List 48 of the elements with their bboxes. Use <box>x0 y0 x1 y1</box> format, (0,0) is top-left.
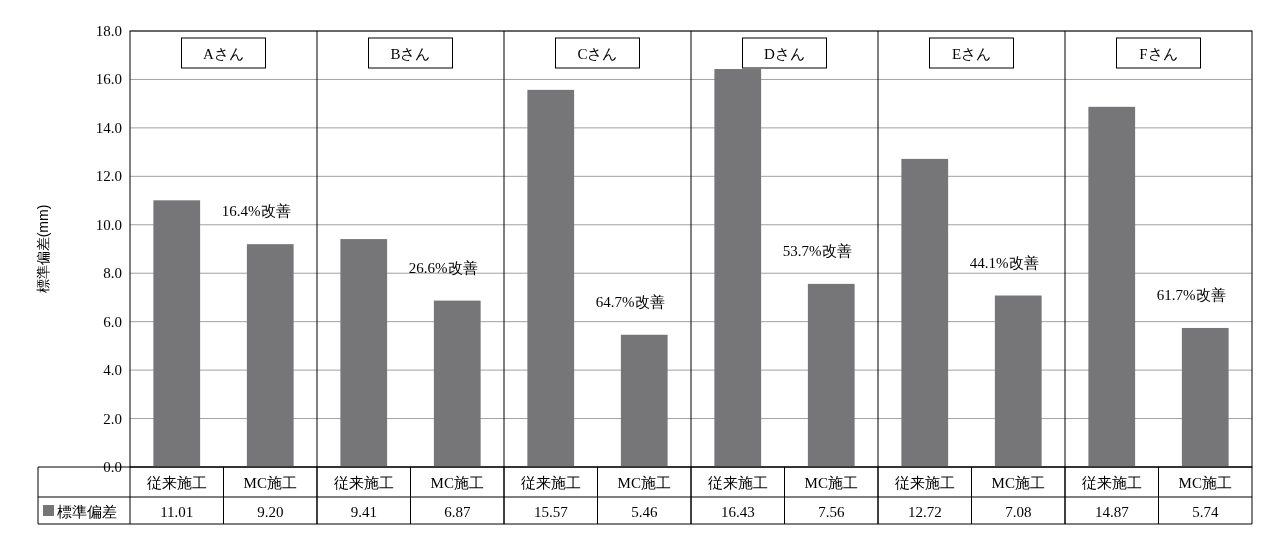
x-tick-label: 従来施工 <box>1081 475 1142 491</box>
annotation: Aさん <box>203 46 244 62</box>
annotation: Cさん <box>577 46 618 62</box>
data-label: 6.87 <box>444 504 471 520</box>
x-tick-label: MC施工 <box>991 475 1045 491</box>
x-tick-label: 従来施工 <box>146 475 207 491</box>
y-tick-label: 4.0 <box>103 362 122 379</box>
x-tick-label: MC施工 <box>617 475 671 491</box>
annotation: Eさん <box>951 46 992 62</box>
y-tick-label: 6.0 <box>103 313 122 330</box>
x-tick-label: MC施工 <box>243 475 297 491</box>
annotation: 26.6%改善 <box>408 259 478 276</box>
data-label: 9.41 <box>350 504 377 520</box>
y-axis-title: 標準偏差(mm) <box>35 204 51 294</box>
y-tick-label: 16.0 <box>95 71 122 88</box>
data-label: 16.43 <box>720 504 755 520</box>
data-label: 12.72 <box>907 504 942 520</box>
y-tick-label: 8.0 <box>103 265 122 282</box>
y-tick-label: 0.0 <box>103 459 122 475</box>
x-tick-label: 従来施工 <box>520 475 581 491</box>
annotation: Dさん <box>764 46 805 62</box>
legend-label: 標準偏差 <box>57 504 117 520</box>
y-tick-label: 12.0 <box>95 168 122 185</box>
annotation: 53.7%改善 <box>782 242 852 259</box>
x-tick-label: 従来施工 <box>894 475 955 491</box>
data-label: 7.56 <box>818 504 845 520</box>
data-label: 11.01 <box>160 504 194 520</box>
x-tick-label: MC施工 <box>430 475 484 491</box>
x-tick-label: 従来施工 <box>333 475 394 491</box>
y-tick-label: 10.0 <box>95 216 122 233</box>
data-label: 7.08 <box>1005 504 1032 520</box>
data-label: 5.46 <box>631 504 658 520</box>
data-label: 15.57 <box>533 504 569 520</box>
annotation: 44.1%改善 <box>969 254 1039 271</box>
x-tick-label: MC施工 <box>1178 475 1232 491</box>
x-tick-label: MC施工 <box>804 475 858 491</box>
y-tick-label: 2.0 <box>103 410 122 427</box>
data-label: 14.87 <box>1094 504 1130 520</box>
annotation: 16.4%改善 <box>221 203 291 220</box>
annotation: 64.7%改善 <box>595 293 665 310</box>
y-tick-label: 18.0 <box>95 23 122 39</box>
data-label: 5.74 <box>1192 504 1219 520</box>
data-label: 9.20 <box>257 504 284 520</box>
annotation: Bさん <box>390 46 431 62</box>
annotation: 61.7%改善 <box>1156 286 1226 303</box>
y-tick-label: 14.0 <box>95 119 122 136</box>
annotation: Fさん <box>1139 46 1178 62</box>
x-tick-label: 従来施工 <box>707 475 768 491</box>
